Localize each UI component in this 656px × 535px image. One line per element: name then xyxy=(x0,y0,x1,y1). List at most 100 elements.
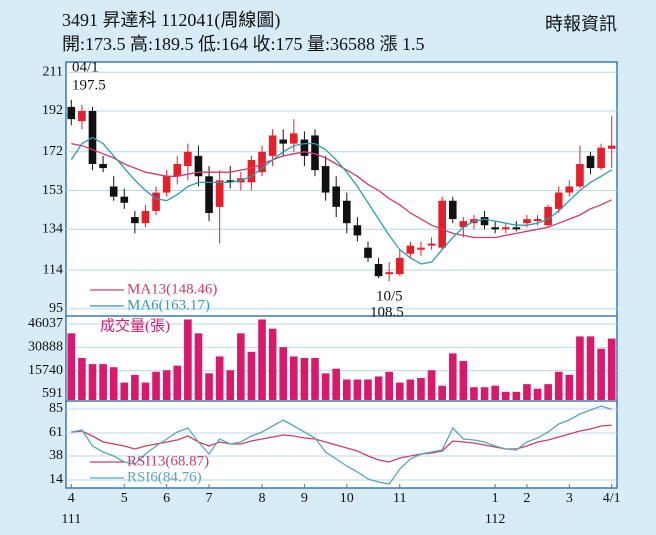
candle-body xyxy=(162,176,171,193)
candle-body xyxy=(586,155,595,169)
series-line xyxy=(71,405,612,485)
candle-body xyxy=(321,166,330,193)
candle-body xyxy=(247,159,256,183)
candle-body xyxy=(332,186,341,207)
candle-body xyxy=(194,155,203,177)
bar xyxy=(109,367,118,400)
y-tick-label: 15740 xyxy=(28,363,63,378)
candle-body xyxy=(300,139,309,156)
bar xyxy=(523,384,531,400)
bar xyxy=(194,333,203,400)
bar xyxy=(427,370,436,400)
series-line xyxy=(70,136,613,265)
bar xyxy=(406,379,415,400)
header-source: 時報資訊 xyxy=(545,14,617,34)
bar xyxy=(141,382,150,400)
bar xyxy=(554,371,563,400)
candle-body xyxy=(205,176,213,213)
y-tick-label: 38 xyxy=(49,448,63,463)
plot-area xyxy=(65,61,618,489)
bar xyxy=(184,319,192,400)
x-tick-label: 9 xyxy=(301,491,308,506)
candle-body xyxy=(374,263,383,277)
bar xyxy=(258,319,266,400)
candle-body xyxy=(427,243,436,246)
y-tick-label: 172 xyxy=(42,144,63,159)
candle-body xyxy=(152,192,160,211)
bar xyxy=(131,374,139,400)
header-quote: 開:173.5 高:189.5 低:164 收:175 量:36588 漲 1.… xyxy=(62,34,425,54)
bar xyxy=(470,387,478,400)
y-tick-label: 14 xyxy=(49,472,63,487)
series-line xyxy=(71,142,612,239)
y-tick-label: 30888 xyxy=(28,340,63,355)
bar xyxy=(480,387,489,400)
candle-body xyxy=(184,151,192,167)
x-tick-label: 2 xyxy=(523,491,530,506)
x-tick-label: 3 xyxy=(566,491,573,506)
y-tick-label: 114 xyxy=(43,262,63,277)
bar xyxy=(205,373,213,400)
bar xyxy=(417,377,425,400)
candle-body xyxy=(67,106,76,120)
x-tick-label: 4 xyxy=(68,491,75,506)
candle-body xyxy=(78,110,86,122)
candle-body xyxy=(554,192,563,209)
candle-body xyxy=(342,200,351,224)
plot-layer xyxy=(66,71,617,485)
bar xyxy=(491,385,499,400)
candle-body xyxy=(438,200,446,248)
bar xyxy=(576,336,584,400)
candle-body xyxy=(279,139,288,144)
candle-body xyxy=(364,247,372,258)
candle-body xyxy=(491,227,499,230)
candle-body xyxy=(99,164,107,169)
x-tick-label: 5 xyxy=(121,491,128,506)
candle-body xyxy=(141,210,150,224)
candle-body xyxy=(131,217,139,224)
bar xyxy=(215,356,224,400)
bar xyxy=(353,379,362,400)
candle-body xyxy=(576,164,584,187)
candle-body xyxy=(226,180,235,183)
bar xyxy=(99,364,107,400)
y-tick-label: 46037 xyxy=(28,316,63,331)
annotation: 10/5 xyxy=(376,288,403,304)
bar xyxy=(162,370,171,400)
bar xyxy=(78,357,86,400)
annotation: 108.5 xyxy=(370,304,404,320)
candle-body xyxy=(109,186,118,197)
candle-body xyxy=(544,206,552,226)
candle-body xyxy=(268,135,277,156)
candle-body xyxy=(480,217,489,226)
bar xyxy=(279,347,288,400)
candle-body xyxy=(607,145,616,149)
candle-body xyxy=(406,245,415,254)
bar xyxy=(565,374,574,400)
bar xyxy=(342,379,351,400)
bar xyxy=(364,379,372,400)
bar xyxy=(247,351,256,400)
bar xyxy=(374,376,383,400)
legend-label: MA13(148.46) xyxy=(127,281,217,297)
candle-body xyxy=(258,151,266,173)
x-tick-label: 1 xyxy=(492,491,499,506)
y-tick-label: 153 xyxy=(42,183,63,198)
y-tick-label: 95 xyxy=(49,301,63,316)
bar xyxy=(311,357,319,400)
annotation: 197.5 xyxy=(72,77,106,93)
candle-body xyxy=(385,272,393,275)
bar xyxy=(544,384,552,400)
legend-label: RSI13(68.87) xyxy=(127,453,209,469)
candle-body xyxy=(448,200,457,220)
bar xyxy=(226,370,235,400)
legend-label: MA6(163.17) xyxy=(127,297,210,313)
y-tick-label: 134 xyxy=(42,222,63,237)
candle-body xyxy=(501,227,510,230)
bar xyxy=(459,361,468,400)
x-tick-label: 6 xyxy=(163,491,170,506)
candle-body xyxy=(417,247,425,250)
legend-label: RSI6(84.76) xyxy=(127,469,202,485)
bar xyxy=(607,338,616,400)
